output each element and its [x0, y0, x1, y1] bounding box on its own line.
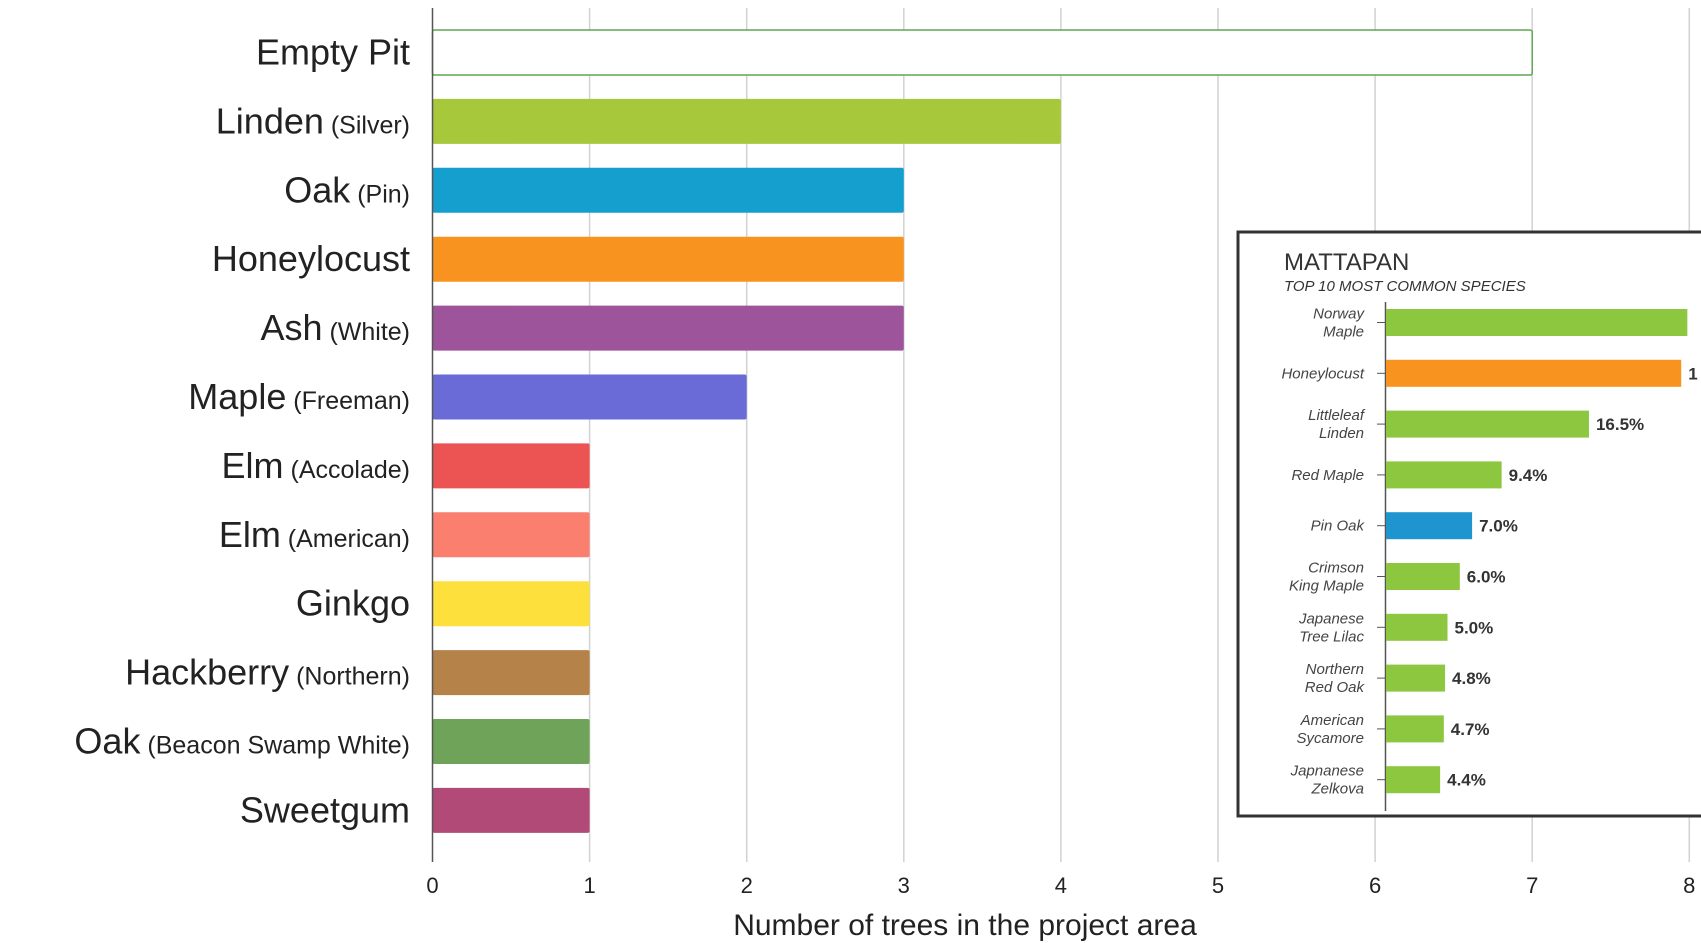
inset-value-labels: 1 16.5% 9.4% 7.0% 6.0% 5.0% 4.8% 4.7% 4.4% — [1447, 364, 1698, 789]
main-x-tick-label: 1 — [583, 873, 595, 898]
main-category-label: Linden (Silver) — [216, 100, 410, 141]
inset-bars — [1377, 309, 1688, 794]
inset-value-label: 9.4% — [1509, 466, 1548, 485]
main-category-label: Hackberry (Northern) — [125, 652, 410, 693]
main-bar — [432, 305, 904, 351]
main-x-tick-label: 4 — [1055, 873, 1067, 898]
main-category-label: Sweetgum — [240, 789, 410, 830]
inset-bar — [1386, 410, 1589, 438]
main-x-axis-title: Number of trees in the project area — [733, 909, 1197, 942]
inset-value-label: 7.0% — [1479, 517, 1518, 536]
inset-bar — [1386, 664, 1446, 692]
main-category-label: Empty Pit — [256, 32, 410, 73]
inset-category-label: Red Maple — [1291, 467, 1364, 484]
main-category-label: Honeylocust — [212, 238, 410, 279]
main-x-tick-labels: 0 1 2 3 4 5 6 7 8 — [426, 873, 1695, 898]
inset-category-label: American Sycamore — [1296, 712, 1364, 747]
inset-category-label: Norway Maple — [1313, 306, 1365, 341]
main-bar — [432, 167, 904, 213]
main-bar — [432, 650, 590, 696]
main-x-tick-label: 6 — [1369, 873, 1381, 898]
main-x-tick-label: 3 — [898, 873, 910, 898]
inset-bar — [1386, 512, 1473, 540]
main-bar — [432, 581, 590, 627]
inset-subtitle: TOP 10 MOST COMMON SPECIES — [1284, 278, 1526, 295]
main-bar — [432, 512, 590, 558]
inset-value-label: 1 — [1688, 364, 1697, 383]
main-category-label: Oak (Pin) — [284, 169, 410, 210]
main-bar — [431, 29, 1533, 76]
inset-category-label: Littleleaf Linden — [1308, 407, 1366, 442]
inset-bar — [1386, 461, 1502, 489]
main-bar — [432, 719, 590, 764]
main-bar — [432, 98, 1061, 144]
inset-category-label: Japanese Tree Lilac — [1298, 610, 1365, 645]
inset-value-label: 16.5% — [1596, 415, 1644, 434]
main-x-tick-label: 0 — [426, 873, 438, 898]
inset-bar — [1386, 563, 1460, 590]
inset-bar — [1386, 715, 1444, 743]
main-category-label: Ash (White) — [260, 307, 410, 348]
inset-value-label: 4.8% — [1452, 669, 1491, 688]
main-category-label: Oak (Beacon Swamp White) — [74, 721, 410, 762]
inset-category-label: Honeylocust — [1281, 365, 1364, 382]
main-x-tick-label: 5 — [1212, 873, 1224, 898]
inset-bar — [1386, 766, 1441, 794]
main-category-label: Ginkgo — [296, 583, 410, 624]
inset-value-label: 6.0% — [1467, 568, 1506, 587]
main-category-label: Maple (Freeman) — [188, 376, 410, 417]
inset-value-label: 4.4% — [1447, 771, 1486, 790]
inset-bar — [1386, 613, 1448, 641]
main-bar — [432, 787, 590, 833]
inset-title: MATTAPAN — [1284, 249, 1409, 276]
inset-value-label: 5.0% — [1455, 618, 1494, 637]
inset-category-label: Pin Oak — [1311, 518, 1366, 535]
main-category-labels: Empty Pit Linden (Silver) Oak (Pin) Honeylo… — [74, 32, 410, 831]
inset-category-label: Northern Red Oak — [1305, 661, 1366, 696]
inset-category-label: Japnanese Zelkova — [1290, 763, 1364, 798]
main-category-label: Elm (American) — [219, 514, 410, 555]
main-x-tick-label: 7 — [1526, 873, 1538, 898]
main-x-tick-label: 2 — [741, 873, 753, 898]
main-x-tick-label: 8 — [1683, 873, 1695, 898]
inset-bar — [1386, 359, 1682, 387]
main-category-label: Elm (Accolade) — [222, 445, 410, 486]
inset-bar — [1386, 309, 1688, 336]
inset-value-label: 4.7% — [1451, 720, 1490, 739]
main-bars — [431, 29, 1533, 833]
main-bar — [432, 236, 904, 282]
inset-category-labels: Norway Maple Honeylocust Littleleaf Linden Re… — [1281, 306, 1365, 798]
inset-chart: MATTAPAN TOP 10 MOST COMMON SPECIES Norw… — [1236, 230, 1701, 818]
main-bar — [432, 443, 590, 489]
main-bar — [432, 374, 747, 420]
inset-category-label: Crimson King Maple — [1289, 560, 1364, 595]
